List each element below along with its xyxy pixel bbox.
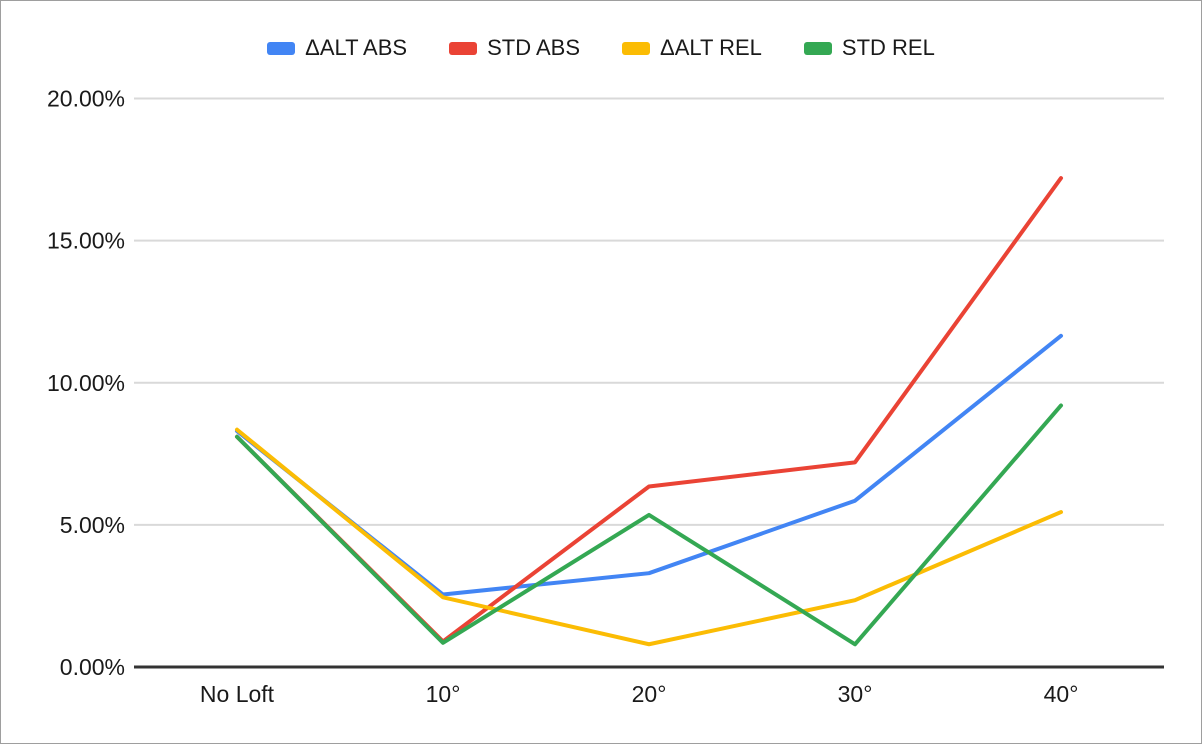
series-line-dalt-rel xyxy=(235,427,1063,647)
legend-item-std-rel[interactable]: STD REL xyxy=(803,35,935,61)
x-axis-category-label: 10° xyxy=(426,681,461,707)
x-axis-category-label: 30° xyxy=(838,681,873,707)
y-axis-tick-label: 5.00% xyxy=(60,512,125,538)
legend-item-dalt-rel[interactable]: ΔALT REL xyxy=(622,35,762,61)
x-axis-category-label: No Loft xyxy=(200,681,275,707)
legend-label-dalt-abs: ΔALT ABS xyxy=(305,35,408,60)
y-axis-tick-label: 15.00% xyxy=(47,228,125,254)
y-axis-tick-label: 20.00% xyxy=(47,86,125,112)
legend-item-dalt-abs[interactable]: ΔALT ABS xyxy=(267,35,407,61)
series-line-std-rel xyxy=(235,403,1063,647)
legend-label-dalt-rel: ΔALT REL xyxy=(660,35,762,60)
series-line-dalt-abs xyxy=(235,333,1063,597)
legend-swatch-dalt-abs xyxy=(267,41,296,55)
x-axis-category-label: 40° xyxy=(1044,681,1079,707)
legend-item-std-abs[interactable]: STD ABS xyxy=(449,35,580,61)
y-axis-tick-label: 0.00% xyxy=(60,654,125,680)
legend: ΔALT ABS STD ABS ΔALT REL STD REL xyxy=(1,35,1201,61)
x-axis-category-label: 20° xyxy=(632,681,667,707)
legend-label-std-rel: STD REL xyxy=(841,35,935,60)
legend-swatch-dalt-rel xyxy=(622,41,650,55)
y-axis-tick-label: 10.00% xyxy=(47,370,125,396)
legend-swatch-std-abs xyxy=(449,41,478,55)
legend-swatch-std-rel xyxy=(803,41,832,55)
legend-label-std-abs: STD ABS xyxy=(487,35,580,60)
